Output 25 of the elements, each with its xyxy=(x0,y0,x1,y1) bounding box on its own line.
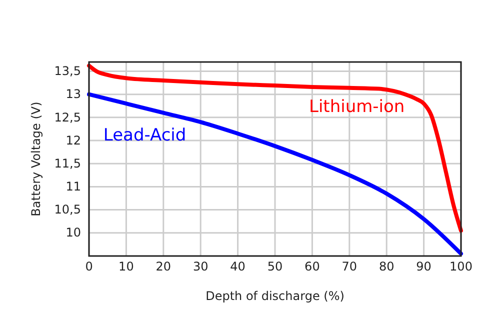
y-tick-label: 12,5 xyxy=(54,110,81,124)
series-label: Lithium-ion xyxy=(308,96,405,117)
series-label: Lead-Acid xyxy=(103,126,186,146)
x-tick-label: 60 xyxy=(304,260,320,274)
line-series xyxy=(87,64,463,233)
y-tick-label: 10 xyxy=(66,226,81,240)
x-axis-title: Depth of discharge (%) xyxy=(206,289,344,303)
line-series xyxy=(87,92,463,256)
y-tick-label: 13,5 xyxy=(54,64,81,78)
y-tick-label: 12 xyxy=(66,133,81,148)
x-tick-label: 0 xyxy=(85,260,93,274)
x-tick-label: 100 xyxy=(450,260,472,274)
x-tick-label: 50 xyxy=(267,260,283,274)
x-tick-label: 70 xyxy=(342,260,358,274)
x-tick-label: 30 xyxy=(192,260,208,274)
x-tick-label: 40 xyxy=(230,260,246,274)
x-tick-label: 20 xyxy=(156,260,172,274)
x-tick-label: 10 xyxy=(118,260,134,274)
y-tick-label: 11 xyxy=(66,180,81,194)
y-tick-label: 11,5 xyxy=(54,156,81,170)
x-tick-label: 80 xyxy=(378,260,394,274)
y-tick-label: 13 xyxy=(66,87,81,102)
y-tick-label: 10,5 xyxy=(54,202,81,217)
x-tick-label: 90 xyxy=(416,260,432,274)
y-axis-title: Battery Voltage (V) xyxy=(29,102,43,216)
